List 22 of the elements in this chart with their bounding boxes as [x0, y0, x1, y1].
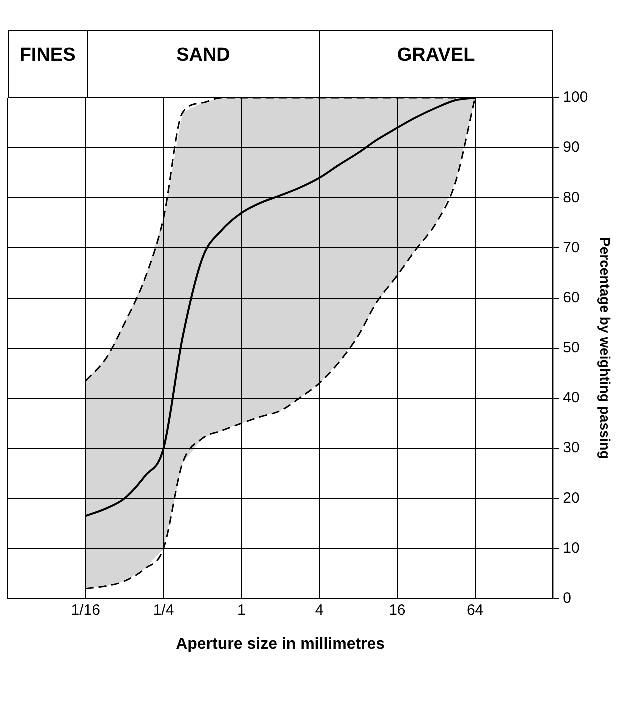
- y-tick-label: 40: [563, 390, 580, 407]
- x-tick-label: 1/16: [71, 602, 100, 619]
- text: FINES: [18, 44, 77, 68]
- text: GRAVEL: [319, 31, 552, 98]
- y-tick-label: 80: [563, 189, 580, 206]
- y-tick-label: 70: [563, 239, 580, 256]
- text: SAND: [86, 31, 320, 98]
- y-tick-label: 20: [563, 490, 580, 507]
- x-tick-label: 1: [237, 602, 246, 619]
- y-axis-title: Percentage by weighting passing: [598, 238, 614, 460]
- x-tick-label: 16: [389, 602, 406, 619]
- y-tick-label: 90: [563, 139, 580, 156]
- x-tick-label: 4: [315, 602, 324, 619]
- y-tick-label: 10: [563, 540, 580, 557]
- y-tick-label: 0: [563, 590, 572, 607]
- x-axis-title: Aperture size in millimetres: [176, 636, 386, 653]
- x-tick-label: 1/4: [153, 602, 174, 619]
- y-tick-label: 50: [563, 340, 580, 357]
- y-tick-label: 60: [563, 289, 580, 306]
- y-tick-label: 30: [563, 440, 580, 457]
- x-tick-label: 64: [466, 602, 484, 619]
- y-tick-label: 100: [563, 89, 588, 106]
